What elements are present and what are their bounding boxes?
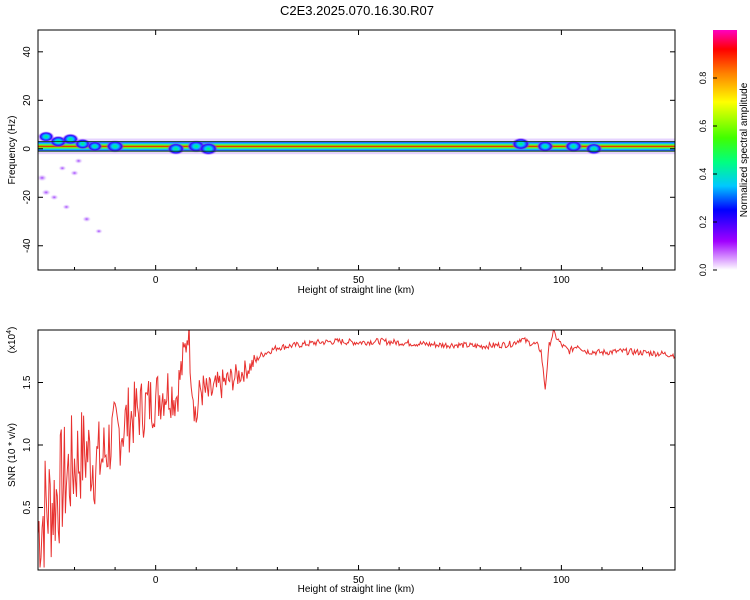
top-y-tick-label: 20 <box>22 94 33 106</box>
colorbar-tick-label: 0.4 <box>698 168 708 181</box>
bottom-y-ticks: 0.5 1.0 1.5 <box>22 375 675 514</box>
frequency-band <box>38 141 675 152</box>
hotspot-layer <box>38 131 603 156</box>
bottom-x-tick-label: 100 <box>553 575 570 586</box>
heatmap-noise-patch <box>82 216 92 223</box>
heatmap-noise-patch <box>62 204 71 210</box>
heatmap-hotspot <box>87 141 103 152</box>
bottom-x-tick-label: 0 <box>153 575 159 586</box>
top-y-axis-label: Frequency (Hz) <box>7 116 18 185</box>
y-multiplier-close: ) <box>7 327 18 330</box>
figure-title: C2E3.2025.070.16.30.R07 <box>280 3 434 18</box>
colorbar-gradient <box>713 30 737 270</box>
heatmap-noise-patch <box>74 158 83 164</box>
top-x-tick-label: 100 <box>553 275 570 286</box>
colorbar-tick-label: 0.6 <box>698 120 708 133</box>
colorbar-ticks: 0.0 0.2 0.4 0.6 0.8 <box>698 72 717 277</box>
heatmap-hotspot <box>166 142 185 155</box>
top-x-tick-label: 50 <box>353 275 365 286</box>
bottom-y-axis-label: SNR (10 * v/v) <box>7 423 18 487</box>
heatmap-noise-patch <box>70 170 79 176</box>
heatmap-noise-patch <box>38 174 48 182</box>
snr-line-panel: 0.5 1.0 1.5 0 50 100 Height of straight line… <box>6 327 676 595</box>
colorbar-tick-label: 0.0 <box>698 264 708 277</box>
colorbar-tick-label: 0.8 <box>698 72 708 85</box>
top-plot-frame <box>37 29 676 271</box>
heatmap-hotspot <box>105 140 125 153</box>
bottom-x-tick-label: 50 <box>353 575 365 586</box>
heatmap-noise-patch <box>95 228 103 234</box>
y-multiplier-base: (x10 <box>7 333 18 353</box>
snr-series-line <box>38 330 675 568</box>
svg-text:(x104): (x104) <box>6 327 18 354</box>
top-x-axis-label: Height of straight line (km) <box>298 285 415 296</box>
heatmap-hotspot <box>38 131 55 143</box>
heatmap-hotspot <box>198 142 219 156</box>
colorbar-label: Normalized spectral amplitude <box>739 82 750 217</box>
top-x-tick-label: 0 <box>153 275 159 286</box>
heatmap-noise-patch <box>41 189 51 196</box>
y-multiplier: (x104) <box>6 327 18 354</box>
y-multiplier-exponent: 4 <box>6 330 13 334</box>
frequency-heatmap-panel: -40 -20 0 20 40 0 50 100 Height of straight li… <box>7 29 676 296</box>
heatmap-hotspot <box>511 137 531 151</box>
top-y-tick-label: -40 <box>22 238 33 253</box>
colorbar-tick-label: 0.2 <box>698 216 708 229</box>
bottom-y-tick-label: 1.0 <box>22 438 33 452</box>
heatmap-noise-patch <box>58 165 67 171</box>
top-y-ticks: -40 -20 0 20 40 <box>22 46 675 253</box>
bottom-x-ticks: 0 50 100 <box>74 330 644 586</box>
bottom-y-tick-label: 1.5 <box>22 375 33 389</box>
heatmap-hotspot <box>536 140 554 153</box>
top-y-tick-label: -20 <box>22 190 33 205</box>
bottom-y-tick-label: 0.5 <box>22 500 33 514</box>
top-x-ticks: 0 50 100 <box>74 30 644 286</box>
colorbar: 0.0 0.2 0.4 0.6 0.8 Normalized spectral ampl… <box>698 30 750 276</box>
heatmap-hotspot <box>564 140 583 153</box>
top-y-tick-label: 40 <box>22 46 33 58</box>
heatmap-noise-patch <box>50 194 59 201</box>
bottom-plot-frame <box>37 329 676 571</box>
heatmap-hotspot <box>585 142 603 155</box>
bottom-x-axis-label: Height of straight line (km) <box>298 584 415 595</box>
noise-layer <box>38 158 103 234</box>
top-y-tick-label: 0 <box>22 146 33 152</box>
